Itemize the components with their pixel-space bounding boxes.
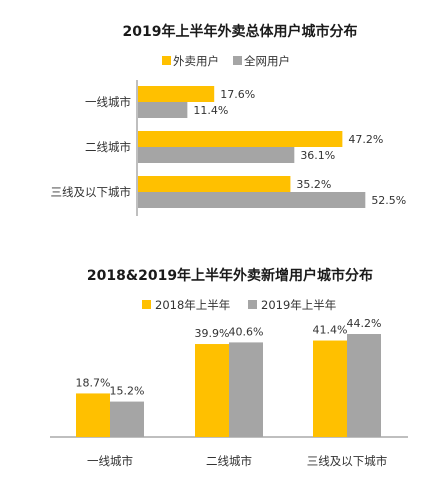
chart2-bar: [347, 334, 381, 437]
chart2-plot: 一线城市 18.7%15.2% 二线城市 39.9% 40.6% 三线及以下城市 41.4%…: [50, 317, 408, 468]
chart2-data-label: 18.7%: [76, 376, 111, 389]
chart2-category-label: 二线城市: [206, 454, 252, 468]
chart1-data-label: 47.2%: [348, 133, 383, 146]
chart1-category-label: 三线及以下城市: [51, 185, 132, 199]
chart2-bar: [313, 340, 347, 437]
chart1-data-label: 11.4%: [193, 104, 228, 117]
chart2-bar: [195, 344, 229, 437]
chart2-bar: [110, 401, 144, 437]
chart1-category-label: 一线城市: [85, 95, 131, 109]
chart1-legend-label-1: 全网用户: [244, 54, 290, 68]
chart2-data-label: 15.2%: [110, 385, 145, 398]
chart1-data-label: 35.2%: [296, 178, 331, 191]
chart1-bar: [138, 86, 215, 102]
chart1-bar: [138, 176, 291, 192]
chart2-legend-swatch-0: [142, 300, 151, 309]
chart2-category-label: 一线城市: [87, 454, 133, 468]
chart1-data-label: 52.5%: [371, 194, 406, 207]
chart2-title: 2018&2019年上半年外卖新增用户城市分布: [87, 267, 373, 284]
chart2-data-label: 39.9%: [195, 327, 230, 340]
chart2-data-label: 44.2%: [347, 317, 382, 330]
chart2-legend-label-1: 2019年上半年: [261, 298, 336, 312]
chart1-legend-label-0: 外卖用户: [173, 54, 219, 68]
chart1-bar: [138, 147, 295, 163]
chart1-plot: 一线城市 17.6% 11.4% 二线城市 47.2% 36.1% 三线及以下城市 35.2%…: [51, 80, 406, 216]
chart2-legend: 2018年上半年 2019年上半年: [142, 298, 336, 312]
chart1-bar: [138, 131, 343, 147]
chart2-category-label: 三线及以下城市: [307, 454, 388, 468]
chart1-legend: 外卖用户 全网用户: [162, 54, 290, 68]
chart1-category-label: 二线城市: [85, 140, 131, 154]
chart1-bar: [138, 102, 188, 118]
chart1-legend-swatch-1: [233, 56, 242, 65]
chart2-bar: [229, 342, 263, 437]
chart1-title: 2019年上半年外卖总体用户城市分布: [123, 23, 358, 40]
chart2-data-label: 40.6%: [229, 325, 264, 338]
chart2-data-label: 41.4%: [313, 324, 348, 337]
chart1-data-label: 17.6%: [220, 88, 255, 101]
chart2-legend-swatch-1: [248, 300, 257, 309]
chart2-bar: [76, 393, 110, 437]
chart1-bar: [138, 192, 366, 208]
chart2-legend-label-0: 2018年上半年: [155, 298, 230, 312]
chart1-legend-swatch-0: [162, 56, 171, 65]
chart1-data-label: 36.1%: [300, 149, 335, 162]
